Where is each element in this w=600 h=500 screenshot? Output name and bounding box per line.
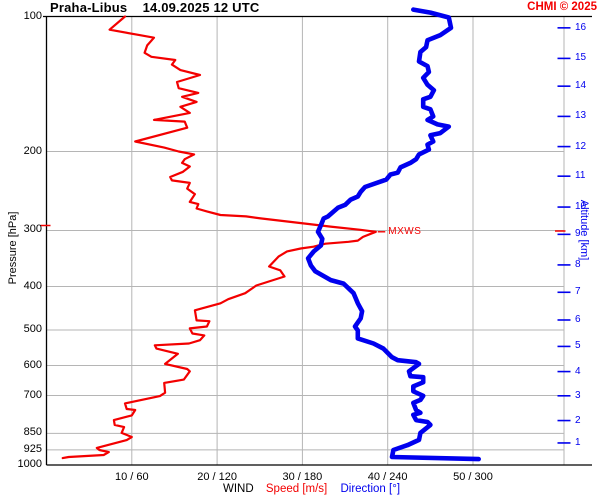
pressure-tick-label: 100 — [23, 9, 42, 22]
altitude-tick-label: 8 — [575, 258, 581, 270]
pressure-tick-label: 600 — [23, 358, 42, 371]
wind-tick-label: 30 / 180 — [282, 471, 323, 483]
altitude-tick-label: 9 — [575, 228, 581, 240]
wind-tick-label: 40 / 240 — [367, 471, 408, 483]
wind-tick-label: 10 / 60 — [114, 471, 149, 483]
direction-legend-label: Direction [°] — [340, 483, 401, 495]
altitude-tick-label: 4 — [575, 365, 581, 377]
copyright-text: CHMI © 2025 — [527, 1, 597, 13]
altitude-tick-label: 13 — [575, 110, 587, 122]
max-wind-speed-annotation: MXWS — [388, 225, 422, 237]
altitude-tick-label: 5 — [575, 340, 581, 352]
pressure-tick-label: 200 — [23, 144, 42, 157]
station-title: Praha-Libus 14.09.2025 12 UTC — [50, 0, 260, 15]
altitude-tick-label: 1 — [575, 436, 581, 448]
altitude-tick-label: 12 — [575, 140, 587, 152]
pressure-tick-label: 1000 — [17, 458, 42, 470]
altitude-tick-label: 10 — [575, 201, 587, 213]
altitude-tick-label: 14 — [575, 80, 587, 92]
altitude-tick-label: 16 — [575, 21, 587, 33]
altitude-tick-label: 3 — [575, 389, 581, 401]
pressure-tick-label: 700 — [23, 388, 42, 401]
altitude-tick-label: 7 — [575, 286, 581, 298]
pressure-tick-label: 300 — [23, 223, 42, 236]
altitude-tick-label: 6 — [575, 313, 581, 325]
speed-legend-label: Speed [m/s] — [265, 483, 328, 495]
pressure-tick-label: 400 — [23, 279, 42, 292]
axis-legend: WIND Speed [m/s] Direction [°] — [223, 483, 400, 495]
wind-tick-label: 50 / 300 — [453, 471, 493, 483]
wind-speed-curve — [61, 15, 377, 460]
altitude-tick-label: 15 — [575, 52, 587, 64]
altitude-tick-label: 2 — [575, 414, 581, 426]
altitude-tick-label: 11 — [575, 170, 586, 182]
pressure-tick-label: 850 — [23, 426, 42, 439]
wind-tick-label: 20 / 120 — [197, 471, 237, 483]
pressure-tick-label: 925 — [23, 442, 42, 455]
wind-direction-curve — [305, 7, 482, 462]
pressure-tick-label: 500 — [23, 322, 42, 335]
wind-legend-label: WIND — [223, 483, 254, 495]
